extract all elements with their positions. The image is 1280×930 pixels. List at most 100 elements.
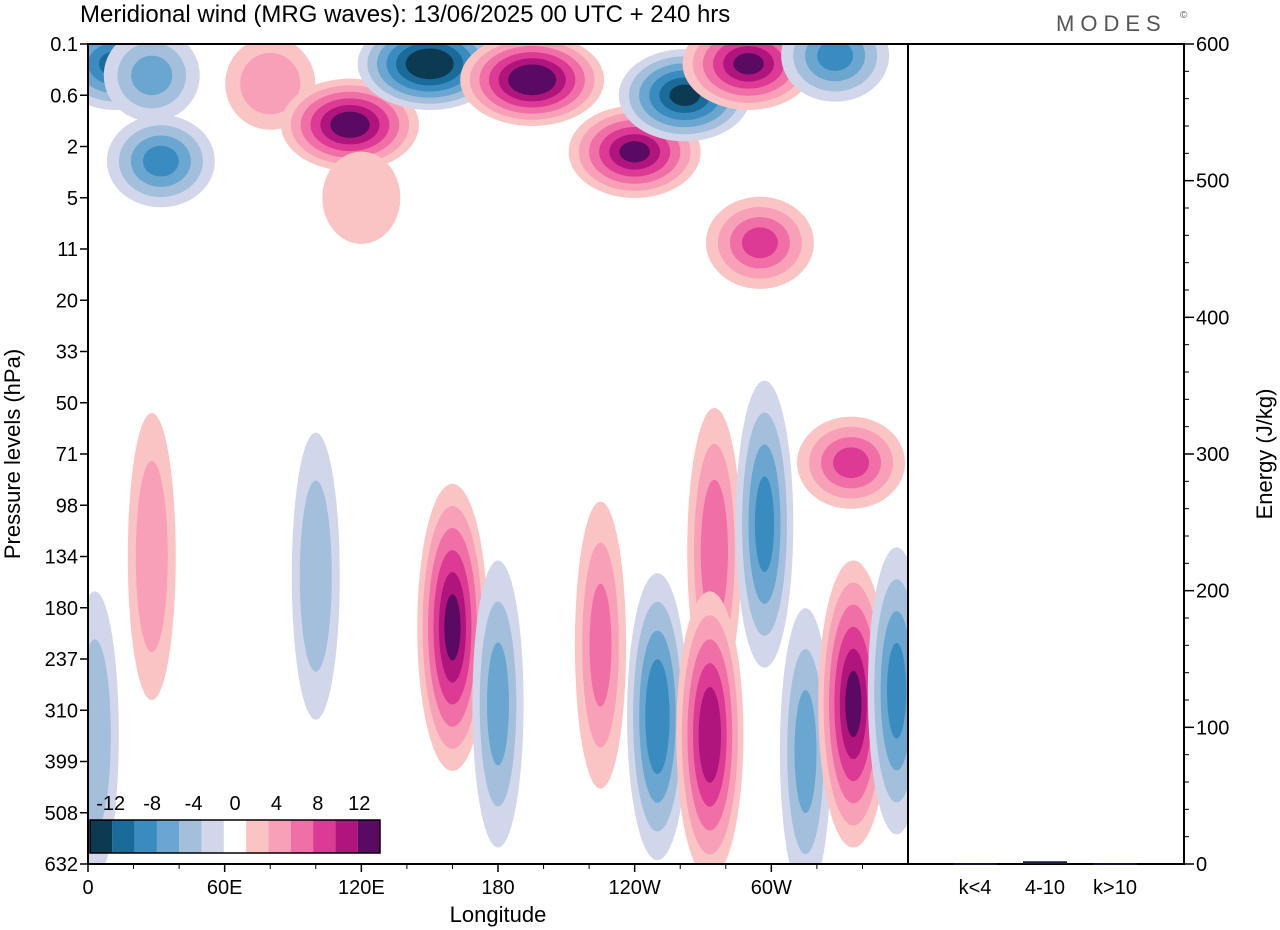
colorbar-tick-label: 4 <box>271 793 282 815</box>
colorbar-tick-label: 8 <box>312 793 323 815</box>
energy-tick-label: 100 <box>1196 717 1229 739</box>
contour-feature <box>322 151 401 244</box>
contour-band <box>754 476 775 573</box>
contour-feature <box>797 416 906 509</box>
energy-bar <box>1093 863 1137 865</box>
x-axis-label: Longitude <box>450 902 547 927</box>
y-tick-label: 33 <box>56 342 78 364</box>
chart-title: Meridional wind (MRG waves): 13/06/2025 … <box>80 1 730 28</box>
contour-feature <box>682 44 815 110</box>
colorbar-swatch <box>179 820 202 853</box>
colorbar-swatch <box>156 820 180 853</box>
contour-feature <box>627 573 688 861</box>
colorbar-tick-label: -8 <box>143 793 161 815</box>
energy-axis-label: Energy (J/kg) <box>1252 389 1277 520</box>
x-tick-label: 120W <box>609 877 661 899</box>
energy-tick-label: 500 <box>1196 171 1229 193</box>
y-tick-label: 5 <box>67 188 78 210</box>
contour-band <box>619 141 650 163</box>
contour-band <box>517 70 547 90</box>
contour-band <box>589 583 612 707</box>
contour-band <box>817 44 854 71</box>
x-tick-label: 0 <box>82 877 93 899</box>
contour-band <box>794 690 817 814</box>
colorbar-swatch <box>335 820 358 853</box>
contour-feature <box>103 44 200 122</box>
contour-feature <box>705 196 814 289</box>
contour-band <box>322 151 401 244</box>
contour-band <box>299 480 332 672</box>
brand-text: MODES <box>1056 11 1167 36</box>
contour-band <box>487 642 509 766</box>
y-tick-label: 508 <box>45 803 78 825</box>
colorbar-tick-label: -4 <box>185 793 203 815</box>
contour-feature <box>106 115 215 208</box>
energy-category-label: k>10 <box>1093 877 1137 899</box>
contour-band <box>669 84 701 106</box>
energy-bar <box>1023 861 1067 864</box>
y-tick-label: 0.1 <box>50 34 78 56</box>
x-tick-label: 60E <box>207 877 243 899</box>
heatmap-contours <box>88 44 908 864</box>
colorbar-swatch <box>223 820 247 853</box>
contour-band <box>887 642 907 739</box>
energy-frame <box>907 43 1185 865</box>
y-tick-label: 632 <box>45 854 78 876</box>
y-tick-label: 310 <box>45 700 78 722</box>
contour-band <box>131 55 173 96</box>
y-tick-label: 2 <box>67 137 78 159</box>
colorbar-swatch <box>290 820 314 853</box>
y-tick-label: 180 <box>45 598 78 620</box>
contour-feature <box>88 591 119 864</box>
energy-panel: 0 100 200 300 400 500 600 k<4 4-10 k>10 Energy (… <box>907 34 1277 899</box>
energy-category-label: 4-10 <box>1025 877 1065 899</box>
x-axis-ticks: 0 60E 120E 180 120W 60W <box>82 864 863 899</box>
contour-band <box>645 659 670 775</box>
contour-feature <box>735 380 794 668</box>
contour-band <box>88 639 111 831</box>
colorbar-swatch <box>134 820 157 853</box>
y-tick-label: 0.6 <box>50 85 78 107</box>
contour-band <box>741 227 778 259</box>
x-tick-label: 180 <box>481 877 514 899</box>
y-tick-label: 98 <box>56 495 78 517</box>
energy-bar <box>953 863 997 865</box>
energy-tick-label: 200 <box>1196 581 1229 603</box>
contour-band <box>415 54 445 74</box>
y-axis-ticks: 0.1 0.6 2 5 11 20 33 50 71 98 134 180 237 310 399 508 63… <box>45 34 88 876</box>
colorbar-swatch <box>246 820 269 853</box>
contour-band <box>733 53 764 75</box>
energy-tick-label: 400 <box>1196 307 1229 329</box>
energy-tick-label: 600 <box>1196 34 1229 56</box>
energy-y-axis-ticks: 0 100 200 300 400 500 600 <box>1184 34 1229 876</box>
contour-band <box>330 111 370 138</box>
colorbar-frame <box>89 819 381 854</box>
contour-feature <box>781 44 890 102</box>
contour-band <box>698 687 722 783</box>
energy-category-label: k<4 <box>959 877 992 899</box>
energy-tick-label: 300 <box>1196 444 1229 466</box>
colorbar-swatch <box>313 820 336 853</box>
energy-category-labels: k<4 4-10 k>10 <box>959 877 1137 899</box>
y-tick-label: 399 <box>45 752 78 774</box>
contour-band <box>135 460 168 653</box>
colorbar-swatch <box>90 820 113 853</box>
contour-feature <box>417 483 488 771</box>
x-tick-label: 60W <box>751 877 792 899</box>
y-axis-label: Pressure levels (hPa) <box>0 349 25 559</box>
colorbar-swatch <box>201 820 224 853</box>
colorbar-swatch <box>112 820 135 853</box>
colorbar: -12 -8 -4 0 4 8 12 <box>89 793 381 854</box>
brand-mark: © <box>1180 10 1188 21</box>
contour-band <box>142 145 179 177</box>
heatmap-panel: 0.1 0.6 2 5 11 20 33 50 71 98 134 180 237 310 399 508 63… <box>0 34 909 927</box>
colorbar-swatch <box>357 820 380 853</box>
y-tick-label: 71 <box>56 444 78 466</box>
contour-feature <box>867 547 908 835</box>
y-tick-label: 20 <box>56 290 78 312</box>
contour-feature <box>779 608 832 864</box>
contour-feature <box>280 78 419 171</box>
y-tick-label: 237 <box>45 649 78 671</box>
contour-feature <box>127 413 176 700</box>
